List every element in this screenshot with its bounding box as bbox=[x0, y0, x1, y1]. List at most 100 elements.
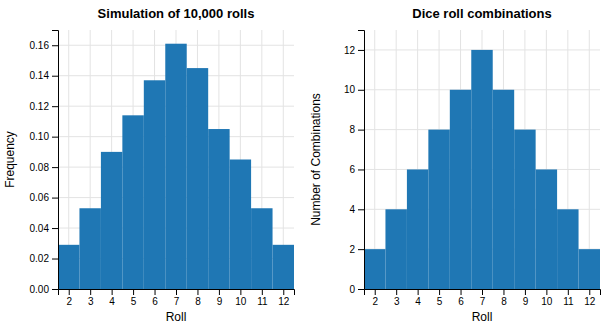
tick-label: 7 bbox=[480, 296, 486, 307]
tick: 11 bbox=[563, 289, 574, 307]
axis-line bbox=[52, 31, 59, 290]
bar bbox=[144, 80, 165, 289]
tick-mark bbox=[52, 167, 58, 168]
tick-mark bbox=[52, 45, 58, 46]
tick-mark bbox=[503, 289, 504, 295]
bar bbox=[385, 209, 406, 289]
bar bbox=[273, 245, 294, 289]
tick: 0.10 bbox=[30, 131, 58, 142]
tick: 6 bbox=[458, 289, 464, 307]
tick: 12 bbox=[584, 289, 596, 307]
tick-label: 12 bbox=[278, 296, 290, 307]
tick: 10 bbox=[344, 84, 364, 95]
tick: 3 bbox=[88, 289, 94, 307]
bar bbox=[493, 90, 514, 289]
tick-mark bbox=[358, 90, 364, 91]
tick-label: 2 bbox=[372, 296, 378, 307]
tick: 10 bbox=[235, 289, 247, 307]
bar bbox=[428, 130, 449, 289]
tick-label: 4 bbox=[349, 204, 355, 215]
chart-container: 234567891011120.000.020.040.060.080.100.… bbox=[0, 0, 612, 329]
tick-label: 0.06 bbox=[30, 192, 50, 203]
tick-label: 0.00 bbox=[30, 284, 50, 295]
tick-label: 0.04 bbox=[30, 223, 50, 234]
tick: 0.00 bbox=[30, 284, 58, 295]
tick-label: 2 bbox=[66, 296, 72, 307]
tick: 2 bbox=[349, 244, 364, 255]
tick: 2 bbox=[372, 289, 378, 307]
tick-mark bbox=[240, 289, 241, 295]
tick: 4 bbox=[349, 204, 364, 215]
bar bbox=[187, 68, 208, 289]
plot-area: 23456789101112024681012 bbox=[344, 30, 601, 307]
tick-label: 6 bbox=[458, 296, 464, 307]
tick-mark bbox=[396, 289, 397, 295]
tick: 4 bbox=[415, 289, 421, 307]
tick: 4 bbox=[109, 289, 115, 307]
y-axis-title: Number of Combinations bbox=[309, 93, 323, 226]
tick-label: 11 bbox=[563, 296, 574, 307]
tick-mark bbox=[176, 289, 177, 295]
bar bbox=[101, 152, 122, 289]
tick-mark bbox=[358, 249, 364, 250]
tick-label: 6 bbox=[349, 164, 355, 175]
tick-label: 8 bbox=[501, 296, 507, 307]
bar bbox=[364, 249, 385, 289]
tick-mark bbox=[52, 228, 58, 229]
tick: 0.06 bbox=[30, 192, 58, 203]
tick-label: 5 bbox=[437, 296, 443, 307]
tick: 0.04 bbox=[30, 223, 58, 234]
chart-svg: 234567891011120.000.020.040.060.080.100.… bbox=[0, 0, 612, 329]
bar bbox=[251, 208, 272, 289]
tick-mark bbox=[52, 106, 58, 107]
tick-mark bbox=[262, 289, 263, 295]
tick-mark bbox=[52, 198, 58, 199]
tick: 8 bbox=[501, 289, 507, 307]
chart-title: Dice roll combinations bbox=[412, 6, 551, 21]
tick-mark bbox=[482, 289, 483, 295]
tick: 0.16 bbox=[30, 40, 58, 51]
tick-mark bbox=[568, 289, 569, 295]
tick: 0.14 bbox=[30, 70, 58, 81]
bar bbox=[122, 115, 143, 289]
tick-label: 10 bbox=[344, 84, 356, 95]
bar bbox=[514, 130, 535, 289]
tick-mark bbox=[358, 209, 364, 210]
tick-label: 10 bbox=[235, 296, 247, 307]
tick: 0 bbox=[349, 284, 364, 295]
tick-label: 4 bbox=[415, 296, 421, 307]
axis-line bbox=[59, 290, 295, 296]
tick-mark bbox=[112, 289, 113, 295]
tick-label: 0.08 bbox=[30, 162, 50, 173]
tick-mark bbox=[358, 130, 364, 131]
bar bbox=[230, 160, 251, 290]
panel: 234567891011120.000.020.040.060.080.100.… bbox=[3, 6, 295, 324]
bar bbox=[208, 129, 229, 289]
tick-label: 10 bbox=[541, 296, 553, 307]
tick: 10 bbox=[541, 289, 553, 307]
bar bbox=[557, 209, 578, 289]
tick-mark bbox=[52, 259, 58, 260]
tick: 6 bbox=[349, 164, 364, 175]
tick-label: 3 bbox=[88, 296, 94, 307]
tick-mark bbox=[283, 289, 284, 295]
tick: 3 bbox=[394, 289, 400, 307]
x-axis: 23456789101112 bbox=[59, 289, 295, 307]
bar bbox=[165, 44, 186, 289]
bar bbox=[407, 169, 428, 289]
tick: 11 bbox=[257, 289, 268, 307]
tick: 5 bbox=[131, 289, 137, 307]
y-axis: 0.000.020.040.060.080.100.120.140.16 bbox=[30, 31, 59, 295]
bars bbox=[58, 44, 294, 289]
tick-label: 0.12 bbox=[30, 101, 50, 112]
tick-label: 7 bbox=[174, 296, 180, 307]
tick-label: 4 bbox=[109, 296, 115, 307]
tick-label: 5 bbox=[131, 296, 137, 307]
y-axis-title: Frequency bbox=[3, 131, 17, 188]
axis-line bbox=[358, 31, 365, 290]
tick: 5 bbox=[437, 289, 443, 307]
tick-mark bbox=[525, 289, 526, 295]
bar bbox=[536, 169, 557, 289]
bars bbox=[364, 50, 600, 289]
tick-label: 0 bbox=[349, 284, 355, 295]
